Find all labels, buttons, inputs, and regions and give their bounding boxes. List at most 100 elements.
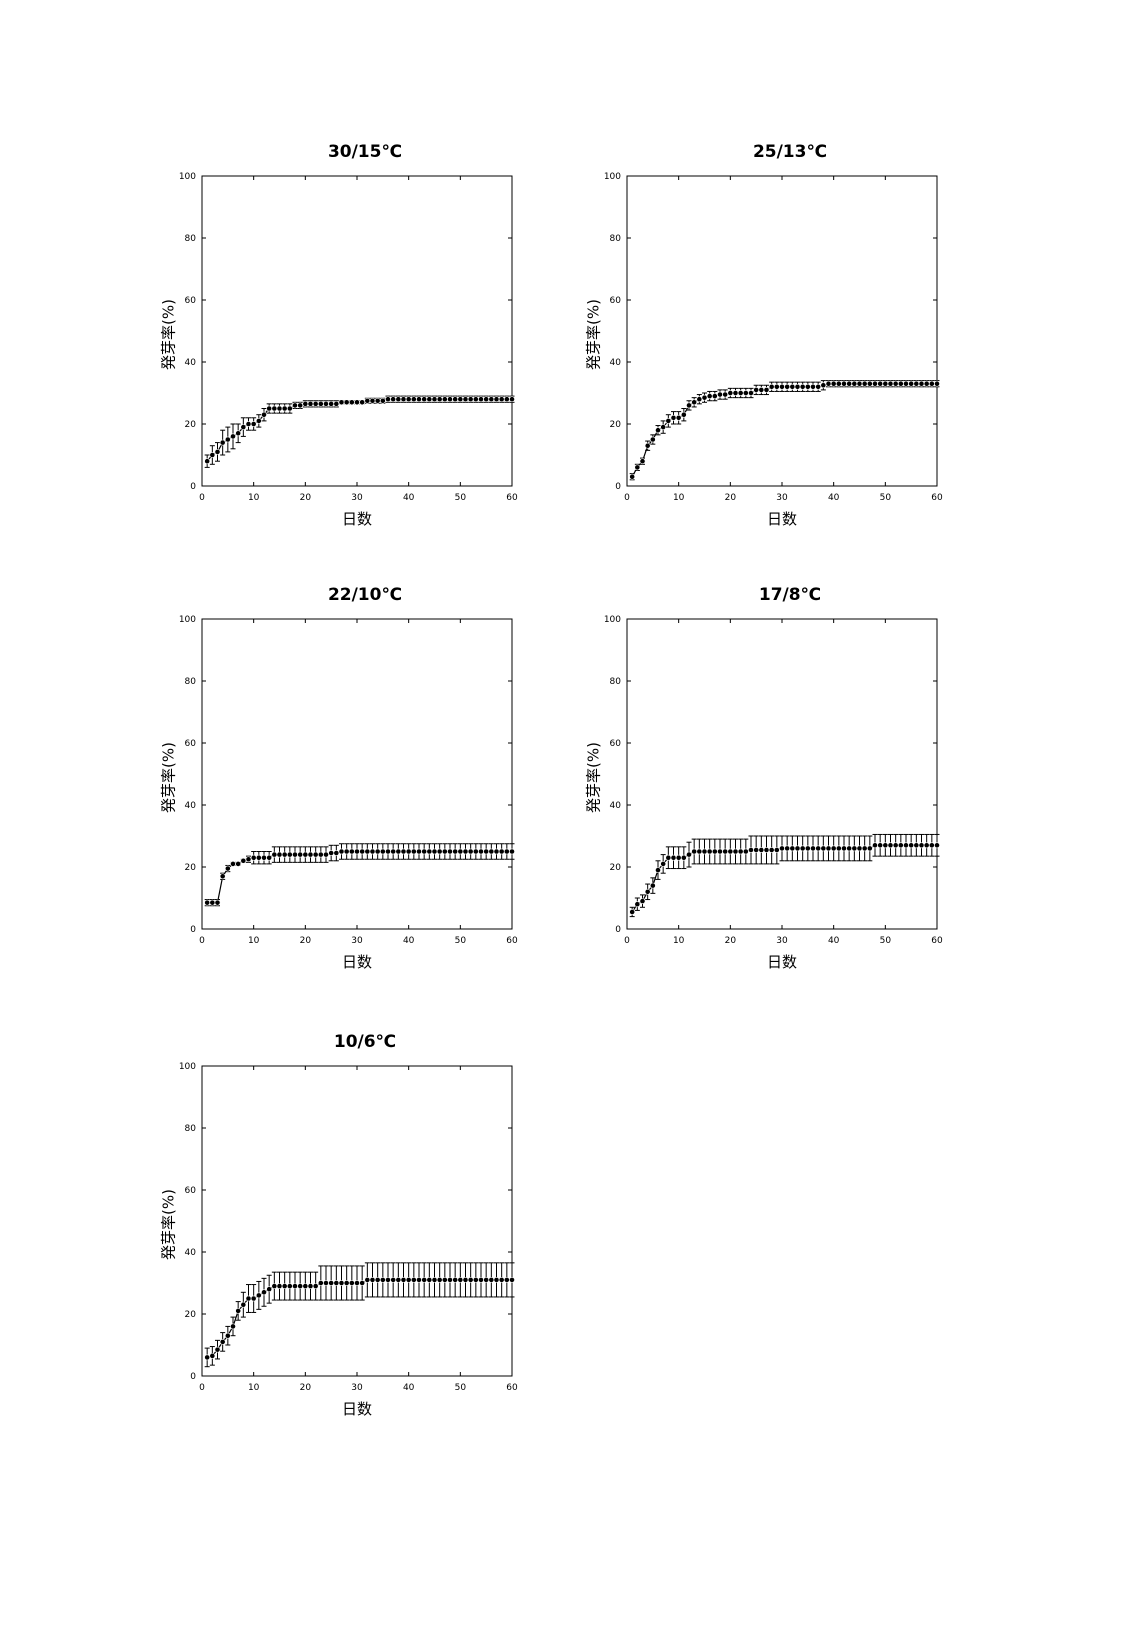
y-tick-label: 80 [610,234,622,244]
data-point [395,1276,402,1283]
data-point [286,1283,293,1289]
data-point [488,396,495,403]
data-point [498,1276,505,1283]
data-point [928,842,935,849]
x-tick-label: 40 [403,1383,415,1393]
data-point [209,1352,216,1359]
data-point [815,383,822,390]
x-tick-label: 60 [931,936,943,946]
data-point [452,848,459,855]
plot-frame [201,1065,513,1377]
series-line [207,1279,512,1358]
data-point [292,402,298,409]
data-point [866,380,873,387]
data-point [820,845,827,852]
chart-panel-22-10: 22/10℃ 発芽率(%) 0 20 40 60 80 100 0 10 20 30 40 50 60 … [150,585,580,971]
data-point [711,848,718,855]
data-point [457,848,464,855]
data-point [214,448,221,455]
y-tick-label: 60 [610,739,622,749]
data-point [483,1276,490,1283]
x-tick-label: 20 [300,936,312,946]
data-point [359,848,366,855]
data-point [670,854,677,861]
data-point [209,452,216,458]
data-point [421,1276,428,1283]
data-point [846,845,853,852]
x-tick-label: 30 [776,493,788,503]
data-point [364,1276,371,1283]
data-point [281,851,288,858]
data-point [639,458,646,465]
data-point [483,848,490,855]
data-point [908,380,915,387]
data-point [825,380,832,387]
data-point [493,848,500,855]
data-point [374,397,381,404]
y-tick-label: 0 [190,925,196,935]
data-point [882,380,889,387]
data-point [431,848,438,855]
data-point [204,458,211,465]
y-tick-label: 20 [610,863,622,873]
data-point [686,402,692,409]
chart-panel-30-15: 30/15℃ 発芽率(%) 0 20 40 60 80 100 0 10 20 30 40 50 60 … [150,142,580,528]
data-point [711,393,718,399]
x-tick-label: 10 [248,1383,260,1393]
data-point [763,847,770,853]
data-point [245,856,252,863]
y-tick-label: 80 [185,677,197,687]
data-point [727,390,734,396]
data-point [830,380,837,387]
x-tick-label: 20 [300,1383,312,1393]
data-point [271,851,278,858]
data-point [230,860,236,867]
plot-frame [201,175,513,487]
data-point [379,397,386,404]
data-point [343,848,350,855]
data-point [385,1276,391,1283]
data-point [426,848,433,855]
x-tick-label: 10 [248,493,260,503]
data-point [727,848,734,855]
data-point [503,848,510,855]
data-point [338,1280,345,1286]
x-tick-label: 20 [300,493,312,503]
data-point [431,1276,438,1283]
data-point [354,399,360,406]
data-point [472,848,479,855]
data-point [872,842,878,849]
x-tick-label: 10 [673,493,685,503]
data-point [753,847,760,853]
data-point [498,396,505,403]
y-tick-label: 20 [185,1310,197,1320]
chart-plot: 0 20 40 60 80 100 0 10 20 30 40 50 60 [179,1062,518,1393]
data-point [333,400,340,407]
data-point [629,909,636,915]
data-point [665,417,672,424]
data-point [861,380,868,387]
data-point [779,383,785,390]
data-point [872,380,878,387]
data-point [395,848,402,855]
y-axis-label: 発芽率(%) [584,299,603,370]
data-point [271,405,278,412]
y-tick-label: 100 [179,172,196,182]
data-point [405,1276,412,1283]
data-point [235,1307,242,1314]
data-point [634,464,641,471]
y-axis-label: 発芽率(%) [584,742,603,813]
data-point [691,848,698,855]
data-point [343,1280,350,1286]
data-point [462,396,469,403]
y-tick-label: 20 [185,863,197,873]
data-point [369,1276,376,1283]
data-point [789,383,796,390]
data-point [503,1276,510,1283]
data-point [478,1276,484,1283]
y-tick-label: 60 [185,739,197,749]
data-point [281,405,288,412]
x-tick-label: 30 [776,936,788,946]
data-point [436,396,443,403]
data-point [240,424,247,430]
